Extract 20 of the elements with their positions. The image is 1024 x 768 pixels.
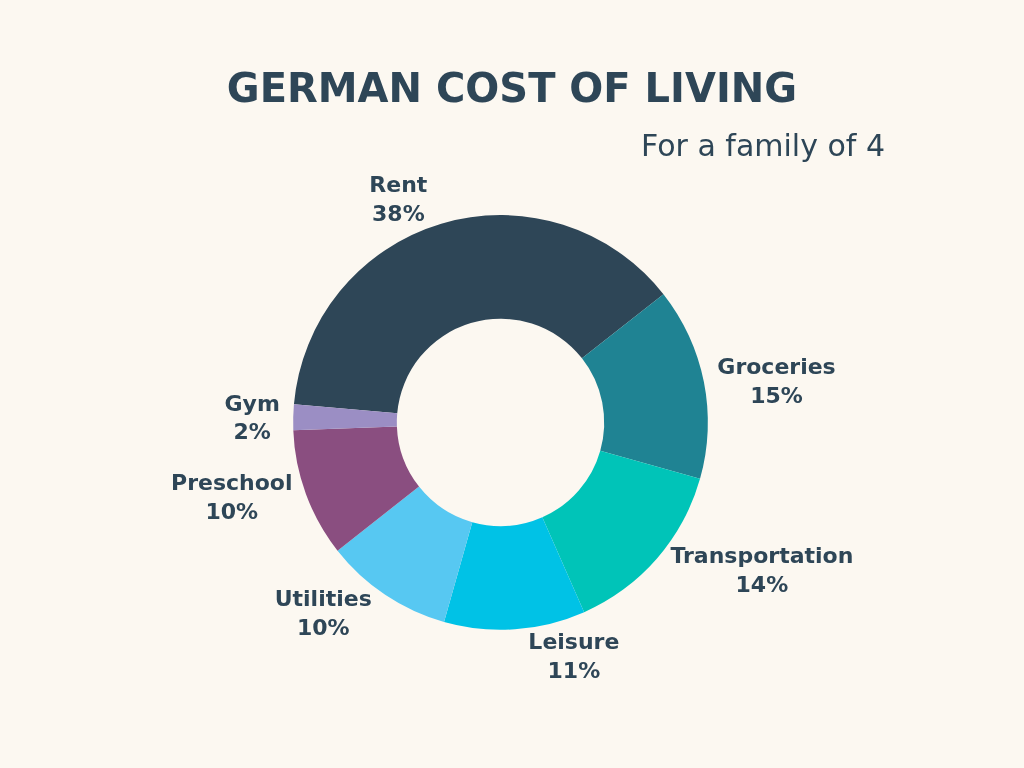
donut-slice [293, 426, 420, 551]
data-label: 11% [547, 657, 601, 683]
data-label: 15% [750, 382, 803, 408]
donut-slice [293, 404, 398, 431]
data-label: 2% [233, 419, 271, 445]
slice-label: Utilities [274, 586, 372, 612]
data-label: 14% [735, 571, 789, 597]
slice-label: Gym [224, 390, 280, 416]
data-label: 10% [205, 499, 259, 524]
chart-title: GERMAN COST OF LIVING [226, 65, 798, 112]
slice-label: Transportation [670, 543, 854, 569]
slice-label: Groceries [717, 354, 836, 380]
donut-slice [444, 517, 585, 630]
donut-slice [581, 294, 708, 479]
slice-label: Rent [369, 172, 428, 198]
chart-subtitle: For a family of 4 [641, 128, 885, 163]
data-label: 38% [372, 200, 425, 226]
slice-label: Preschool [171, 470, 293, 496]
slice-label: Leisure [528, 629, 620, 655]
data-label: 10% [296, 615, 350, 641]
